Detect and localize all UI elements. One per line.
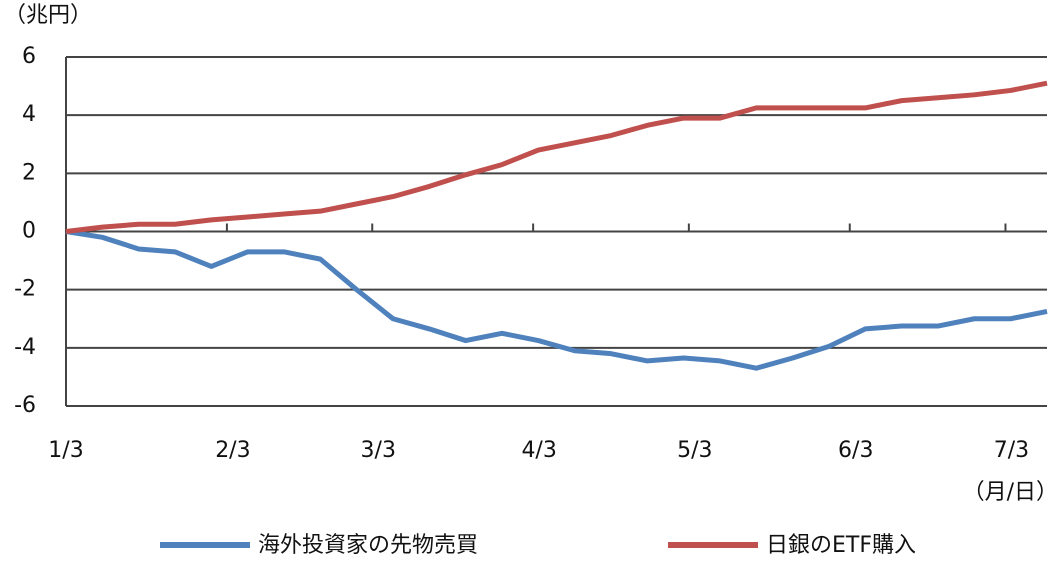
legend-label: 海外投資家の先物売買 (258, 533, 478, 558)
x-tick-label: 7/3 (994, 438, 1029, 463)
y-tick-label: 2 (22, 160, 36, 185)
legend-label: 日銀のETF購入 (766, 533, 916, 558)
x-tick-label: 5/3 (677, 438, 712, 463)
y-tick-label: -2 (14, 277, 36, 302)
x-tick-label: 3/3 (361, 438, 396, 463)
x-tick-label: 6/3 (838, 438, 873, 463)
y-tick-label: -4 (14, 335, 36, 360)
y-tick-label: 4 (22, 102, 36, 127)
y-tick-label: 0 (22, 219, 36, 244)
x-unit: （月/日） (963, 480, 1058, 505)
x-tick-label: 1/3 (48, 438, 83, 463)
x-tick-label: 4/3 (521, 438, 556, 463)
x-tick-label: 2/3 (215, 438, 250, 463)
y-unit: （兆円） (4, 3, 92, 28)
y-tick-label: -6 (14, 393, 36, 418)
series-line (65, 80, 1048, 234)
y-tick-label: 6 (22, 44, 36, 69)
series-line (65, 229, 1048, 371)
